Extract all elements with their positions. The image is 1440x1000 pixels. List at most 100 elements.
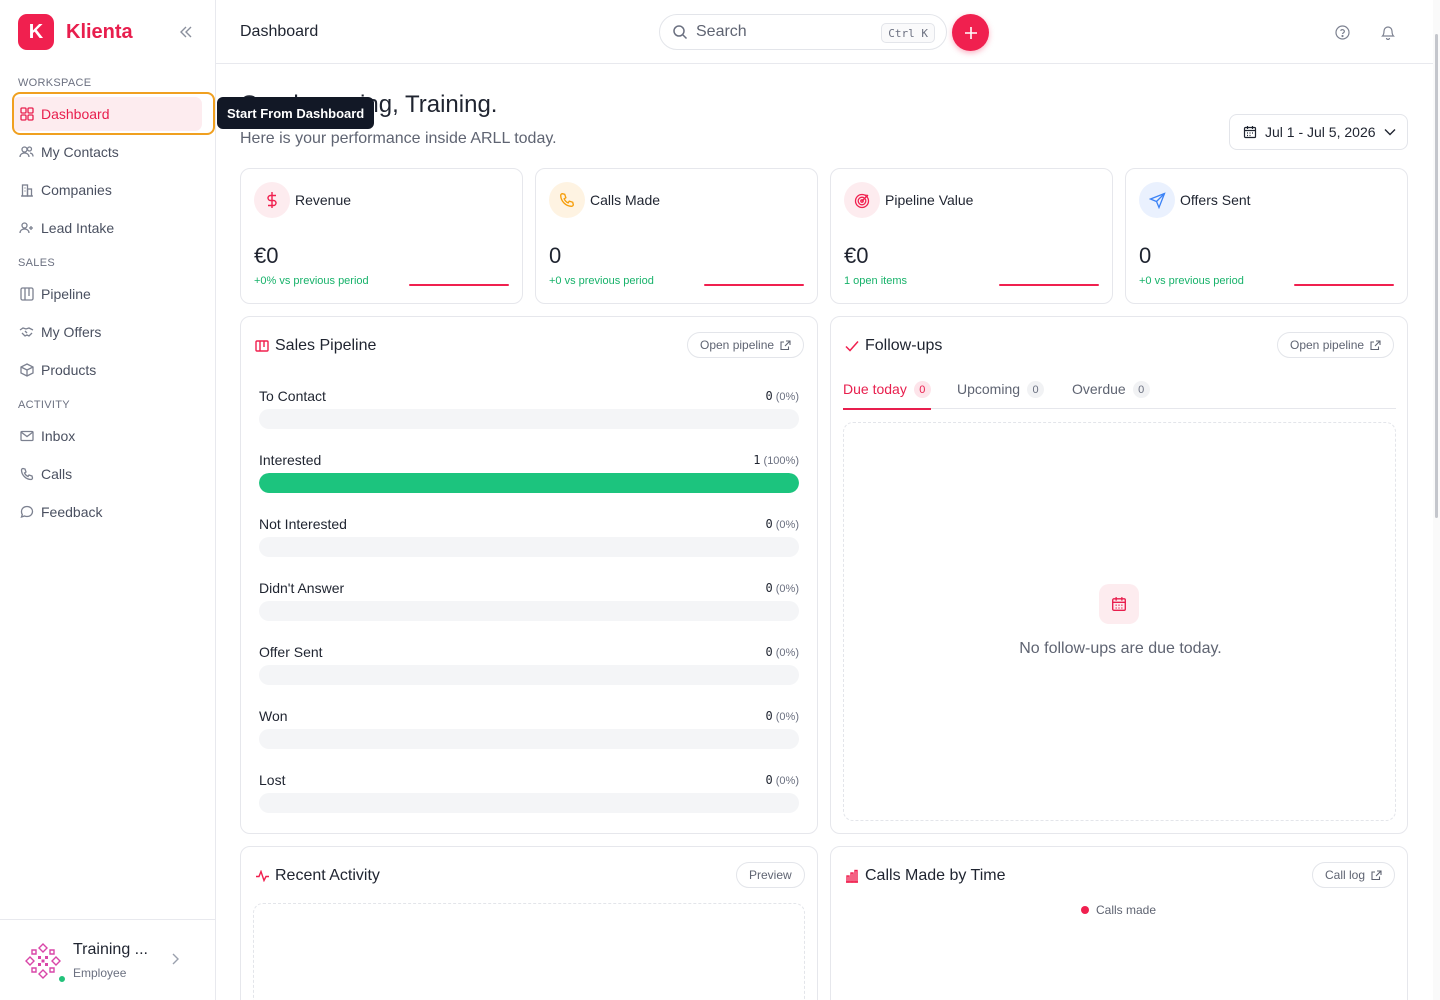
stat-sparkline	[409, 284, 509, 286]
calendar-icon	[1099, 584, 1139, 624]
stat-note: +0% vs previous period	[254, 275, 369, 287]
stat-sparkline	[1294, 284, 1394, 286]
stat-card-offers-sent[interactable]: Offers Sent 0 +0 vs previous period	[1125, 168, 1408, 304]
stage-count: 0	[765, 581, 773, 595]
stage-percent: (0%)	[775, 647, 799, 659]
dollar-icon	[254, 182, 290, 218]
top-header: Dashboard Ctrl K	[216, 0, 1440, 64]
sidebar-item-calls[interactable]: Calls	[12, 457, 202, 491]
stat-card-calls-made[interactable]: Calls Made 0 +0 vs previous period	[535, 168, 818, 304]
panel-title: Recent Activity	[275, 867, 380, 884]
brand-logo: K	[18, 14, 54, 50]
chevron-down-icon	[1384, 128, 1396, 136]
empty-state-text: No follow-ups are due today.	[1019, 640, 1222, 657]
sidebar-item-label: Feedback	[41, 504, 103, 520]
avatar	[25, 943, 61, 979]
search-bar[interactable]: Ctrl K	[659, 14, 947, 50]
open-pipeline-button[interactable]: Open pipeline	[1277, 332, 1395, 358]
stat-card-pipeline-value[interactable]: Pipeline Value €0 1 open items	[830, 168, 1113, 304]
sidebar-item-label: Calls	[41, 466, 73, 482]
activity-empty-box	[253, 903, 805, 1000]
stage-label: Offer Sent	[259, 644, 323, 660]
kanban-icon	[254, 338, 270, 354]
call-log-button[interactable]: Call log	[1312, 862, 1396, 888]
stat-value: €0	[844, 243, 869, 268]
scrollbar-thumb[interactable]	[1435, 34, 1438, 518]
bell-icon	[1381, 25, 1395, 40]
panel-title: Calls Made by Time	[865, 867, 1006, 884]
tab-due-today[interactable]: Due today 0	[843, 381, 931, 410]
section-label-workspace: WORKSPACE	[18, 77, 92, 89]
chevron-right-icon	[170, 952, 180, 971]
user-card[interactable]: Training ... Employee	[0, 919, 215, 1000]
stage-progress-track	[259, 601, 799, 621]
stat-label: Pipeline Value	[885, 192, 974, 208]
stage-label: Didn't Answer	[259, 580, 345, 596]
stat-label: Calls Made	[590, 192, 661, 208]
help-button[interactable]	[1332, 22, 1352, 42]
sidebar-item-my-offers[interactable]: My Offers	[12, 315, 202, 349]
sidebar-item-label: Inbox	[41, 428, 76, 444]
search-shortcut: Ctrl K	[881, 23, 935, 43]
brand[interactable]: K Klienta	[18, 14, 133, 50]
tab-count-badge: 0	[1132, 381, 1150, 398]
collapse-sidebar-button[interactable]	[176, 22, 196, 42]
sidebar-item-inbox[interactable]: Inbox	[12, 419, 202, 453]
target-icon	[844, 182, 880, 218]
sidebar-item-label: Products	[41, 362, 97, 378]
search-input[interactable]	[696, 23, 866, 41]
stat-sparkline	[999, 284, 1099, 286]
sidebar-item-companies[interactable]: Companies	[12, 173, 202, 207]
stage-value: 1 (100%)	[753, 453, 799, 467]
sidebar-item-feedback[interactable]: Feedback	[12, 495, 202, 529]
sidebar-item-label: Dashboard	[41, 106, 110, 122]
stat-card-revenue[interactable]: Revenue €0 +0% vs previous period	[240, 168, 523, 304]
external-link-icon	[780, 339, 791, 351]
stage-value: 0 (0%)	[766, 773, 799, 787]
sidebar-item-products[interactable]: Products	[12, 353, 202, 387]
sidebar-item-my-contacts[interactable]: My Contacts	[12, 135, 202, 169]
sidebar-item-pipeline[interactable]: Pipeline	[12, 277, 202, 311]
open-pipeline-button[interactable]: Open pipeline	[687, 332, 805, 358]
sidebar-item-label: My Offers	[41, 324, 102, 340]
users-icon	[19, 145, 34, 160]
stage-count: 1	[753, 453, 761, 467]
stage-percent: (0%)	[775, 711, 799, 723]
button-label: Open pipeline	[1290, 338, 1365, 352]
external-link-icon	[1370, 339, 1381, 351]
page-title: Dashboard	[240, 23, 319, 40]
stage-percent: (0%)	[775, 391, 799, 403]
tab-overdue[interactable]: Overdue 0	[1072, 381, 1150, 409]
tooltip: Start From Dashboard	[217, 97, 375, 129]
preview-button[interactable]: Preview	[736, 862, 805, 888]
notifications-button[interactable]	[1378, 22, 1398, 42]
stage-label: Lost	[259, 772, 286, 788]
user-plus-icon	[19, 221, 34, 236]
sidebar-item-label: Lead Intake	[41, 220, 115, 236]
brand-name: Klienta	[66, 20, 133, 43]
stage-percent: (0%)	[775, 583, 799, 595]
stat-sparkline	[704, 284, 804, 286]
send-icon	[1139, 182, 1175, 218]
calendar-icon	[1243, 125, 1257, 139]
phone-icon	[549, 182, 585, 218]
date-range-picker[interactable]: Jul 1 - Jul 5, 2026	[1229, 114, 1408, 150]
stage-value: 0 (0%)	[766, 389, 799, 403]
sales-pipeline-panel: Sales Pipeline Open pipeline To Contact 0…	[240, 316, 818, 834]
online-status-dot	[58, 975, 66, 983]
sidebar-item-lead-intake[interactable]: Lead Intake	[12, 211, 202, 245]
check-icon	[844, 338, 860, 354]
sidebar-item-label: Pipeline	[41, 286, 91, 302]
stage-label: Not Interested	[259, 516, 347, 532]
tab-count-badge: 0	[1027, 381, 1045, 398]
tab-label: Upcoming	[957, 381, 1021, 397]
tab-count-badge: 0	[913, 381, 931, 398]
stage-count: 0	[765, 773, 773, 787]
sidebar-item-dashboard[interactable]: Dashboard	[12, 97, 202, 131]
tab-label: Due today	[843, 381, 907, 397]
stat-value: €0	[254, 243, 279, 268]
tab-upcoming[interactable]: Upcoming 0	[957, 381, 1045, 409]
stage-label: Interested	[259, 452, 322, 468]
add-button[interactable]	[952, 14, 989, 51]
stage-value: 0 (0%)	[766, 517, 799, 531]
